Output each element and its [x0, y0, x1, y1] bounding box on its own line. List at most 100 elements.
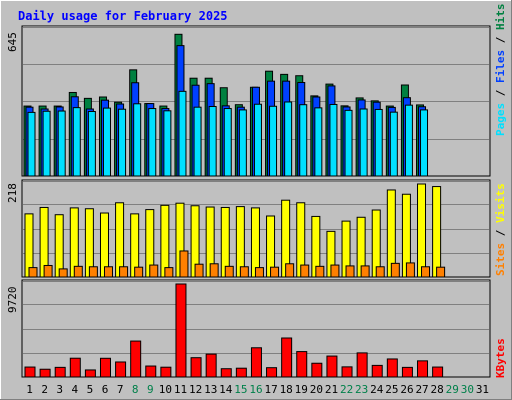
kbytes-bar	[432, 366, 444, 378]
kbytes-bar	[296, 351, 308, 378]
legend-sep-2: /	[494, 30, 507, 50]
sites-bar	[194, 263, 204, 278]
visits-sites-panel	[21, 179, 491, 278]
pages-bar	[87, 110, 96, 177]
legend-sites: Sites	[494, 243, 507, 276]
pages-bar	[118, 108, 127, 177]
visits-panel-legend: Sites / Visits	[494, 183, 507, 276]
kbytes-bar	[371, 364, 383, 378]
legend-pages: Pages	[494, 103, 507, 136]
sites-bar	[390, 262, 400, 278]
day-label: 24	[370, 383, 384, 396]
legend-kbytes: KBytes	[494, 338, 507, 378]
sites-bar	[43, 264, 53, 278]
day-label: 29	[446, 383, 459, 396]
kbytes-bar	[401, 366, 413, 378]
legend-visits: Visits	[494, 183, 507, 223]
legend-hits: Hits	[494, 4, 507, 31]
pages-bar	[178, 90, 187, 177]
kbytes-bar	[281, 337, 293, 378]
sites-bar	[345, 265, 355, 278]
pages-bar	[374, 108, 383, 177]
day-label: 27	[415, 383, 428, 396]
kbytes-bar	[54, 366, 66, 378]
day-label: 15	[234, 383, 247, 396]
kbytes-panel	[21, 279, 491, 378]
sites-bar	[88, 266, 98, 278]
day-label: 20	[310, 383, 323, 396]
kbytes-bar	[190, 357, 202, 378]
day-axis: 1 2 3 4 5 6 7 8 9 10 11 12 13 14 15 16 17 18 19 20 21 22 23 24 2…	[26, 383, 489, 396]
day-label: 18	[280, 383, 293, 396]
kbytes-bar	[326, 355, 338, 378]
kbytes-bar	[99, 357, 111, 378]
pages-bar	[193, 106, 202, 177]
visits-bar	[417, 183, 427, 278]
sites-bar	[28, 267, 38, 278]
pages-bar	[420, 109, 429, 177]
day-label: 13	[204, 383, 217, 396]
pages-bar	[329, 103, 338, 177]
sites-bar	[300, 264, 310, 278]
kbytes-bar	[386, 358, 398, 378]
day-label: 22	[340, 383, 353, 396]
sites-bar	[421, 266, 431, 278]
pages-bar	[404, 104, 413, 177]
pages-bar	[238, 109, 247, 177]
kbytes-bar	[266, 367, 278, 378]
legend-files: Files	[494, 50, 507, 83]
kbytes-bar	[24, 366, 36, 378]
sites-bar	[134, 266, 144, 278]
pages-bar	[163, 110, 172, 177]
legend-sep-3: /	[494, 223, 507, 243]
kbytes-bar	[356, 352, 368, 378]
kbytes-bar	[130, 340, 142, 378]
pages-bar	[148, 108, 157, 177]
pages-bar	[299, 104, 308, 177]
day-label: 8	[132, 383, 139, 396]
day-label: 21	[325, 383, 338, 396]
visits-max-label: 218	[6, 183, 19, 203]
kbytes-bar	[311, 362, 323, 378]
sites-bar	[270, 266, 280, 278]
day-label: 9	[147, 383, 154, 396]
sites-bar	[375, 266, 385, 278]
kbytes-bar	[84, 369, 96, 378]
day-label: 4	[72, 383, 79, 396]
pages-bar	[269, 105, 278, 177]
day-label: 6	[102, 383, 109, 396]
day-label: 19	[295, 383, 308, 396]
pages-bar	[102, 107, 111, 177]
day-label: 30	[461, 383, 474, 396]
day-label: 10	[159, 383, 172, 396]
pages-bar	[314, 107, 323, 177]
sites-bar	[239, 266, 249, 278]
svg-text:Sites / Visits: Sites / Visits	[494, 183, 507, 276]
chart-title: Daily usage for February 2025	[18, 9, 228, 23]
hits-max-label: 645	[6, 32, 19, 52]
sites-bar	[436, 266, 446, 278]
day-label: 1	[26, 383, 33, 396]
sites-bar	[179, 250, 189, 278]
day-label: 31	[476, 383, 489, 396]
pages-bar	[223, 108, 232, 177]
kbytes-bar	[160, 366, 172, 378]
sites-bar	[149, 264, 159, 278]
hits-panel-legend: Pages / Files / Hits	[494, 4, 507, 137]
day-label: 14	[219, 383, 233, 396]
kbytes-bar	[417, 360, 429, 378]
kbytes-bar	[205, 353, 217, 378]
kbytes-bar	[145, 365, 157, 378]
sites-bar	[315, 265, 325, 278]
day-label: 23	[355, 383, 368, 396]
day-label: 5	[87, 383, 94, 396]
visits-bar	[250, 207, 260, 278]
pages-bar	[72, 107, 81, 177]
visits-bar	[54, 214, 64, 278]
sites-bar	[254, 267, 264, 278]
visits-bar	[432, 186, 442, 278]
day-label: 25	[385, 383, 398, 396]
day-label: 2	[41, 383, 48, 396]
sites-bar	[73, 265, 83, 278]
